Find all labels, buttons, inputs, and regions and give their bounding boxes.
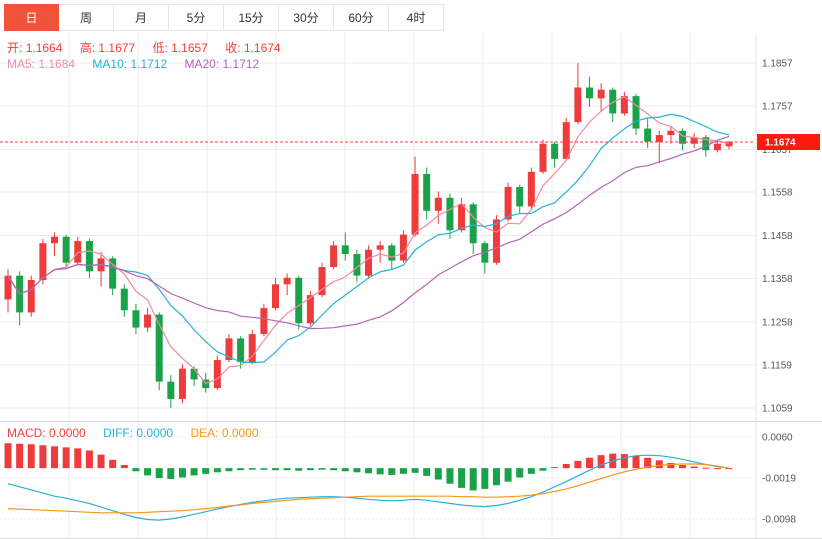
ma10-line [7, 113, 730, 364]
ohlc-bar: 开: 1.1664 高: 1.1677 低: 1.1657 收: 1.1674 [7, 39, 295, 56]
ma20-readout: MA20: 1.1712 [184, 57, 259, 71]
tab-day[interactable]: 日 [4, 4, 59, 31]
tab-60min[interactable]: 60分 [334, 4, 389, 31]
price-axis-tick: 1.1657 [762, 145, 793, 156]
ma20-value: 1.1712 [222, 57, 260, 71]
ma5-label: MA5: [7, 57, 36, 71]
candlestick-chart[interactable]: 1.1857 1.1757 1.1657 1.1558 1.1458 1.1358 1.12… [0, 33, 822, 421]
diff-value: 0.0000 [136, 426, 174, 440]
macd-axis-tick: -0.0098 [762, 515, 796, 526]
ma10-value: 1.1712 [130, 57, 168, 71]
main-grid [0, 33, 757, 421]
ohlc-low: 低: 1.1657 [152, 41, 207, 55]
ohlc-close: 收: 1.1674 [225, 41, 280, 55]
svg-text:1.1674: 1.1674 [765, 138, 796, 149]
tab-30min[interactable]: 30分 [279, 4, 334, 31]
ma10-label: MA10: [92, 57, 128, 71]
period-toolbar: 日周月 5分 15分 30分 60分 4时 [4, 4, 444, 31]
macd-label: MACD: [7, 426, 46, 440]
price-axis-tick: 1.1458 [762, 231, 793, 242]
ma10-readout: MA10: 1.1712 [92, 57, 167, 71]
price-axis-tick: 1.1358 [762, 274, 793, 285]
ma5-value: 1.1684 [38, 57, 76, 71]
tab-15min[interactable]: 15分 [224, 4, 279, 31]
macd-chart[interactable]: 0.0060 -0.0019 -0.0098 [0, 421, 822, 539]
price-axis-tick: 1.1857 [762, 58, 793, 69]
ohlc-low-value: 1.1657 [171, 41, 208, 55]
macd-axis: 0.0060 -0.0019 -0.0098 [762, 432, 796, 525]
ohlc-high-value: 1.1677 [98, 41, 136, 55]
price-axis: 1.1857 1.1757 1.1657 1.1558 1.1458 1.1358 1.12… [762, 58, 793, 414]
price-axis-tick: 1.1159 [762, 360, 792, 371]
ma5-line [7, 96, 730, 385]
tab-4hour[interactable]: 4时 [389, 4, 444, 31]
price-axis-tick: 1.1757 [762, 102, 793, 113]
macd-value: 0.0000 [49, 426, 86, 440]
dea-label: DEA: [190, 426, 219, 440]
macd-readout: MACD: 0.0000 [7, 426, 86, 440]
diff-line [7, 454, 730, 521]
macd-axis-tick: -0.0019 [762, 474, 796, 485]
ohlc-high: 高: 1.1677 [80, 41, 135, 55]
ohlc-close-label: 收: [225, 41, 241, 55]
ohlc-open: 开: 1.1664 [7, 41, 62, 55]
ohlc-high-label: 高: [79, 41, 96, 55]
ma5-readout: MA5: 1.1684 [7, 57, 75, 71]
diff-readout: DIFF: 0.0000 [103, 426, 173, 440]
tab-5min[interactable]: 5分 [169, 4, 224, 31]
price-axis-tick: 1.1558 [762, 188, 793, 199]
current-price-tag: 1.1674 [757, 134, 820, 151]
tab-week[interactable]: 周 [59, 4, 114, 31]
ohlc-low-label: 低: [152, 41, 168, 55]
dea-value: 0.0000 [221, 426, 259, 440]
price-axis-tick: 1.1258 [762, 317, 793, 328]
ohlc-open-value: 1.1664 [25, 41, 63, 55]
diff-label: DIFF: [103, 426, 134, 440]
dea-line [7, 463, 730, 514]
ma20-label: MA20: [184, 57, 220, 71]
macd-bar: MACD: 0.0000 DIFF: 0.0000 DEA: 0.0000 [7, 426, 273, 440]
macd-axis-tick: 0.0060 [762, 432, 793, 443]
tab-month[interactable]: 月 [114, 4, 169, 31]
ma-bar: MA5: 1.1684 MA10: 1.1712 MA20: 1.1712 [7, 57, 273, 71]
ohlc-close-value: 1.1674 [243, 41, 281, 55]
ohlc-open-label: 开: [7, 41, 23, 55]
macd-histogram [4, 443, 733, 491]
dea-readout: DEA: 0.0000 [190, 426, 258, 440]
price-axis-tick: 1.1059 [762, 404, 793, 415]
ma20-line [7, 135, 730, 330]
